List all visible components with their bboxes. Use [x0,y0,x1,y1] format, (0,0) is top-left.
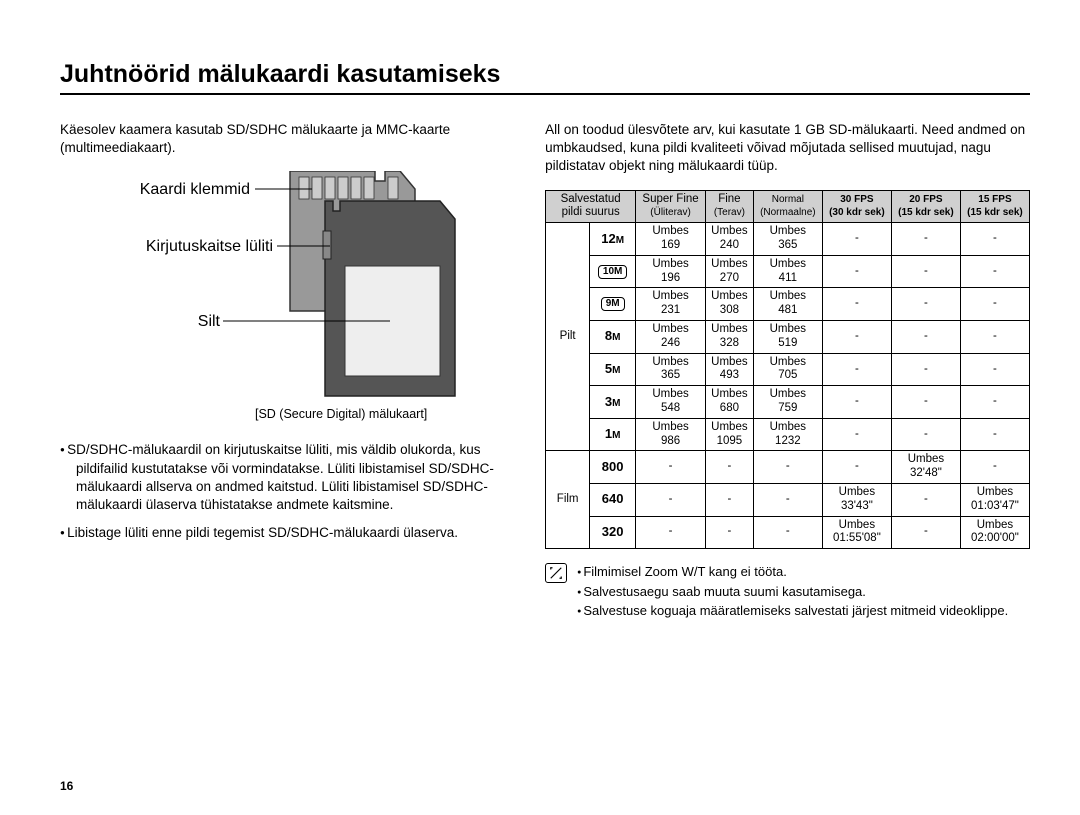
note-bullet: Filmimisel Zoom W/T kang ei tööta. [577,563,1008,581]
left-bullet: Libistage lüliti enne pildi tegemist SD/… [60,524,515,542]
label-switch: Kirjutuskaitse lüliti [60,238,273,256]
left-bullet: SD/SDHC-mälukaardil on kirjutuskaitse lü… [60,441,515,514]
capacity-table: Salvestatud pildi suurus Super Fine(Ülit… [545,190,1030,550]
note-icon [545,563,567,583]
note-bullets: Filmimisel Zoom W/T kang ei tööta. Salve… [577,563,1008,622]
label-label: Silt [60,313,220,331]
note-bullet: Salvestusaegu saab muuta suumi kasutamis… [577,583,1008,601]
label-terminals: Kaardi klemmid [60,181,250,199]
sd-caption: [SD (Secure Digital) mälukaart] [255,407,427,421]
left-bullets: SD/SDHC-mälukaardil on kirjutuskaitse lü… [60,441,515,542]
page-number: 16 [60,779,73,793]
left-intro: Käesolev kaamera kasutab SD/SDHC mälukaa… [60,121,515,157]
right-intro: All on toodud ülesvõtete arv, kui kasuta… [545,121,1030,176]
page-title: Juhtnöörid mälukaardi kasutamiseks [60,60,1030,95]
sd-card-diagram: Kaardi klemmid Kirjutuskaitse lüliti Sil… [60,171,515,431]
note-bullet: Salvestuse koguaja määratlemiseks salves… [577,602,1008,620]
